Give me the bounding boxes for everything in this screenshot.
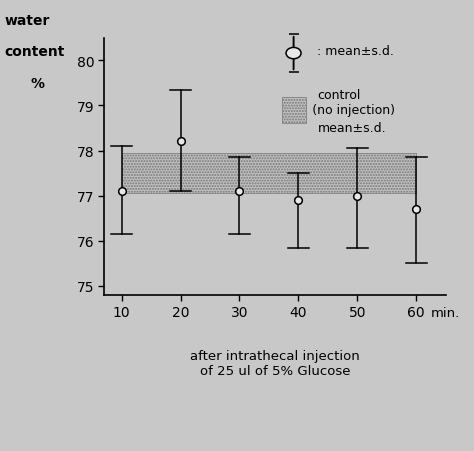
Text: water: water	[5, 14, 50, 28]
Text: content: content	[5, 45, 65, 59]
Circle shape	[286, 48, 301, 60]
Text: %: %	[31, 77, 45, 91]
FancyBboxPatch shape	[282, 97, 306, 123]
Text: control: control	[318, 88, 361, 101]
Text: : (no injection): : (no injection)	[304, 104, 395, 117]
Text: : mean±s.d.: : mean±s.d.	[318, 45, 394, 58]
Text: min.: min.	[431, 307, 460, 320]
X-axis label: after intrathecal injection
of 25 ul of 5% Glucose: after intrathecal injection of 25 ul of …	[190, 350, 360, 377]
Text: mean±s.d.: mean±s.d.	[318, 122, 386, 135]
